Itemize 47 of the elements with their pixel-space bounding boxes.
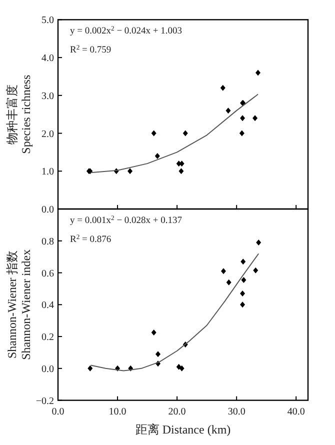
y-axis-title: Shannon-Wiener 指数 Shannon-Wiener index (5, 249, 33, 360)
point (128, 168, 133, 174)
point (226, 279, 232, 286)
annotation: R$^{2}$ = 0.876 (70, 234, 112, 245)
point (226, 108, 231, 114)
y-tick-label: 4.0 (42, 53, 54, 64)
point (156, 351, 160, 358)
point (256, 239, 262, 246)
y-axis-title: 物种丰富度 Species richness (5, 74, 33, 154)
y-tick-label: 0.6 (42, 268, 54, 280)
annotation: R$^{2}$ = 0.759 (70, 44, 112, 56)
point (154, 152, 160, 159)
point (253, 267, 258, 274)
y-tick-label: 5.0 (42, 15, 54, 26)
point (151, 330, 156, 336)
x-axis-title: 距离 Distance (km) (135, 422, 231, 436)
y-tick-label: 3.0 (42, 90, 54, 102)
x-tick-label: 20.0 (168, 406, 186, 418)
x-tick-label: 40.0 (287, 406, 305, 418)
annotation: y = 0.002x$^{2}$ − 0.024x + 1.003 (70, 25, 182, 37)
point (178, 168, 184, 174)
y-tick-label: 0.0 (42, 364, 54, 375)
y-tick-label: 0.0 (42, 204, 54, 216)
y-tick-label: 0.2 (42, 332, 54, 344)
point (241, 276, 246, 283)
point (182, 130, 188, 136)
y-tick-label: 1.0 (42, 166, 54, 178)
x-tick-label: 30.0 (228, 406, 246, 418)
x-tick-label: 10.0 (108, 406, 126, 418)
point (239, 130, 244, 136)
point (151, 130, 156, 136)
point (179, 365, 184, 372)
point (240, 258, 246, 265)
point (220, 268, 226, 274)
point (88, 365, 93, 372)
x-tick-label: 0.0 (52, 406, 64, 418)
y-tick-label: 2.0 (42, 128, 54, 140)
point (240, 290, 246, 296)
annotation: y = 0.001x$^{2}$ − 0.028x + 0.137 (70, 214, 182, 226)
y-tick-label: −0.2 (36, 396, 54, 407)
y-tick-label: 0.4 (42, 300, 54, 312)
point (220, 84, 226, 91)
point (256, 70, 260, 76)
y-tick-label: 0.8 (42, 236, 54, 248)
point (240, 302, 246, 308)
point (252, 115, 258, 122)
point (240, 115, 246, 122)
